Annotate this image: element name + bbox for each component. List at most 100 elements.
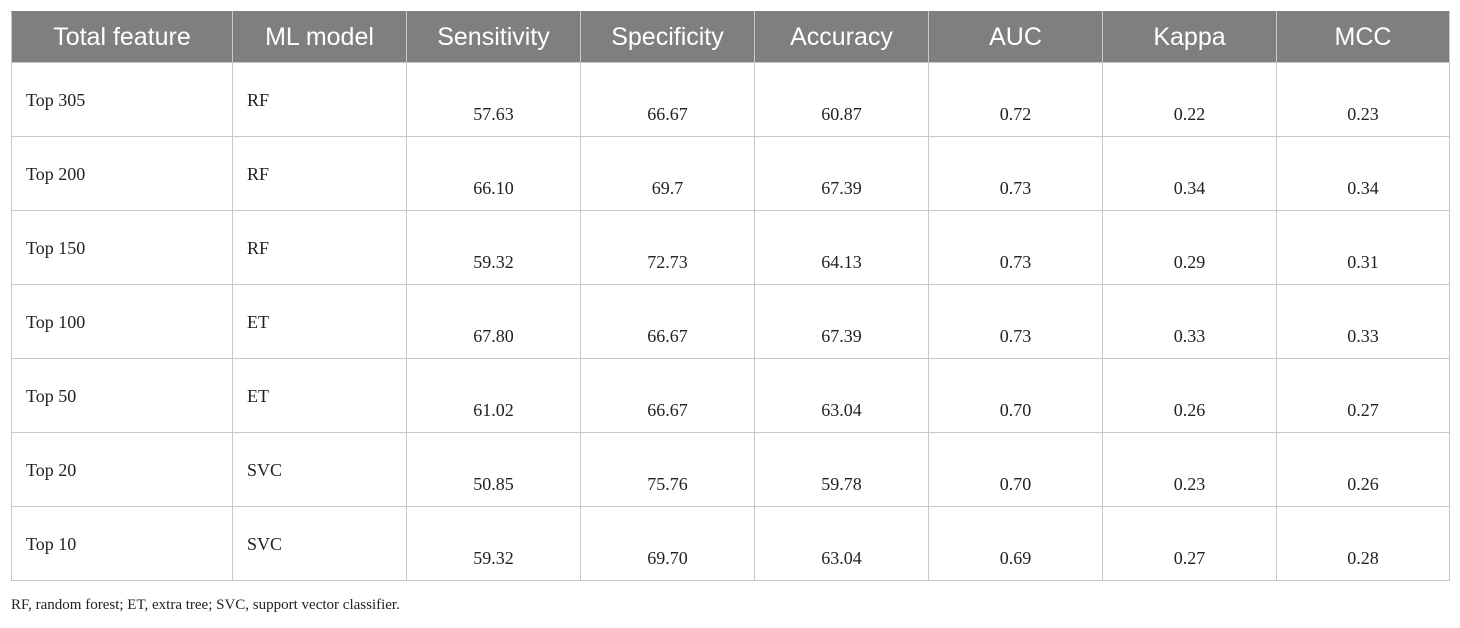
cell-ml-model: ET xyxy=(232,284,407,359)
cell-text: 0.34 xyxy=(1173,178,1206,198)
cell-text: RF xyxy=(247,164,270,184)
cell-kappa: 0.22 xyxy=(1102,62,1277,137)
header-mcc: MCC xyxy=(1276,11,1450,63)
cell-total-feature: Top 50 xyxy=(11,358,233,433)
cell-text: 66.10 xyxy=(473,178,514,198)
cell-specificity: 72.73 xyxy=(580,210,755,285)
cell-sensitivity: 61.02 xyxy=(406,358,581,433)
cell-text: 59.32 xyxy=(473,548,514,568)
cell-text: 0.72 xyxy=(999,104,1032,124)
header-row: Total feature ML model Sensitivity Speci… xyxy=(11,11,1450,63)
cell-kappa: 0.33 xyxy=(1102,284,1277,359)
cell-text: 0.69 xyxy=(999,548,1032,568)
cell-text: 69.70 xyxy=(647,548,688,568)
cell-specificity: 69.70 xyxy=(580,506,755,581)
cell-mcc: 0.33 xyxy=(1276,284,1450,359)
cell-text: Top 50 xyxy=(26,386,77,406)
cell-text: 0.26 xyxy=(1347,474,1379,494)
cell-total-feature: Top 150 xyxy=(11,210,233,285)
cell-sensitivity: 59.32 xyxy=(406,210,581,285)
cell-text: RF xyxy=(247,90,270,110)
cell-kappa: 0.34 xyxy=(1102,136,1277,211)
cell-mcc: 0.26 xyxy=(1276,432,1450,507)
cell-text: 66.67 xyxy=(647,400,688,420)
cell-sensitivity: 66.10 xyxy=(406,136,581,211)
cell-total-feature: Top 305 xyxy=(11,62,233,137)
cell-total-feature: Top 10 xyxy=(11,506,233,581)
cell-auc: 0.70 xyxy=(928,432,1103,507)
cell-accuracy: 64.13 xyxy=(754,210,929,285)
header-specificity: Specificity xyxy=(580,11,755,63)
cell-auc: 0.73 xyxy=(928,136,1103,211)
cell-text: Top 10 xyxy=(26,534,77,554)
header-kappa: Kappa xyxy=(1102,11,1277,63)
cell-text: 0.22 xyxy=(1173,104,1206,124)
cell-text: ET xyxy=(247,386,269,406)
cell-text: 67.80 xyxy=(473,326,514,346)
cell-text: 59.78 xyxy=(821,474,862,494)
header-auc: AUC xyxy=(928,11,1103,63)
cell-ml-model: RF xyxy=(232,210,407,285)
cell-text: 0.26 xyxy=(1173,400,1206,420)
table-footnote: RF, random forest; ET, extra tree; SVC, … xyxy=(11,597,400,613)
cell-specificity: 69.7 xyxy=(580,136,755,211)
cell-auc: 0.70 xyxy=(928,358,1103,433)
cell-text: 69.7 xyxy=(651,178,684,198)
cell-total-feature: Top 100 xyxy=(11,284,233,359)
cell-text: 0.31 xyxy=(1347,252,1379,272)
table-row: Top 305 RF 57.63 66.67 60.87 0.72 0.22 0… xyxy=(11,62,1450,137)
cell-total-feature: Top 20 xyxy=(11,432,233,507)
cell-text: RF xyxy=(247,238,270,258)
cell-specificity: 66.67 xyxy=(580,358,755,433)
cell-mcc: 0.27 xyxy=(1276,358,1450,433)
cell-accuracy: 63.04 xyxy=(754,506,929,581)
cell-text: 0.33 xyxy=(1347,326,1379,346)
cell-text: Top 305 xyxy=(26,90,86,110)
cell-specificity: 75.76 xyxy=(580,432,755,507)
cell-auc: 0.72 xyxy=(928,62,1103,137)
cell-text: 50.85 xyxy=(473,474,514,494)
table-row: Top 20 SVC 50.85 75.76 59.78 0.70 0.23 0… xyxy=(11,432,1450,507)
header-total-feature: Total feature xyxy=(11,11,233,63)
cell-text: 59.32 xyxy=(473,252,514,272)
cell-text: 75.76 xyxy=(647,474,688,494)
cell-text: 64.13 xyxy=(821,252,862,272)
cell-text: 0.23 xyxy=(1347,104,1379,124)
cell-mcc: 0.34 xyxy=(1276,136,1450,211)
cell-text: 66.67 xyxy=(647,104,688,124)
cell-text: 67.39 xyxy=(821,178,862,198)
cell-text: Top 100 xyxy=(26,312,86,332)
cell-ml-model: RF xyxy=(232,62,407,137)
cell-kappa: 0.27 xyxy=(1102,506,1277,581)
cell-sensitivity: 67.80 xyxy=(406,284,581,359)
cell-text: 0.29 xyxy=(1173,252,1206,272)
cell-specificity: 66.67 xyxy=(580,284,755,359)
header-sensitivity: Sensitivity xyxy=(406,11,581,63)
cell-mcc: 0.23 xyxy=(1276,62,1450,137)
cell-kappa: 0.26 xyxy=(1102,358,1277,433)
cell-text: 0.27 xyxy=(1173,548,1206,568)
cell-text: 63.04 xyxy=(821,400,862,420)
cell-text: Top 20 xyxy=(26,460,77,480)
cell-kappa: 0.23 xyxy=(1102,432,1277,507)
cell-sensitivity: 59.32 xyxy=(406,506,581,581)
cell-text: 0.33 xyxy=(1173,326,1206,346)
cell-text: 0.23 xyxy=(1173,474,1206,494)
cell-text: 0.73 xyxy=(999,326,1032,346)
cell-text: SVC xyxy=(247,534,283,554)
cell-text: Top 200 xyxy=(26,164,86,184)
table-row: Top 50 ET 61.02 66.67 63.04 0.70 0.26 0.… xyxy=(11,358,1450,433)
table-row: Top 200 RF 66.10 69.7 67.39 0.73 0.34 0.… xyxy=(11,136,1450,211)
results-table: Total feature ML model Sensitivity Speci… xyxy=(11,11,1450,581)
header-ml-model: ML model xyxy=(232,11,407,63)
cell-specificity: 66.67 xyxy=(580,62,755,137)
table-row: Top 150 RF 59.32 72.73 64.13 0.73 0.29 0… xyxy=(11,210,1450,285)
cell-accuracy: 60.87 xyxy=(754,62,929,137)
cell-text: 63.04 xyxy=(821,548,862,568)
cell-mcc: 0.28 xyxy=(1276,506,1450,581)
cell-auc: 0.73 xyxy=(928,284,1103,359)
cell-ml-model: ET xyxy=(232,358,407,433)
cell-sensitivity: 57.63 xyxy=(406,62,581,137)
cell-text: 66.67 xyxy=(647,326,688,346)
cell-ml-model: SVC xyxy=(232,506,407,581)
